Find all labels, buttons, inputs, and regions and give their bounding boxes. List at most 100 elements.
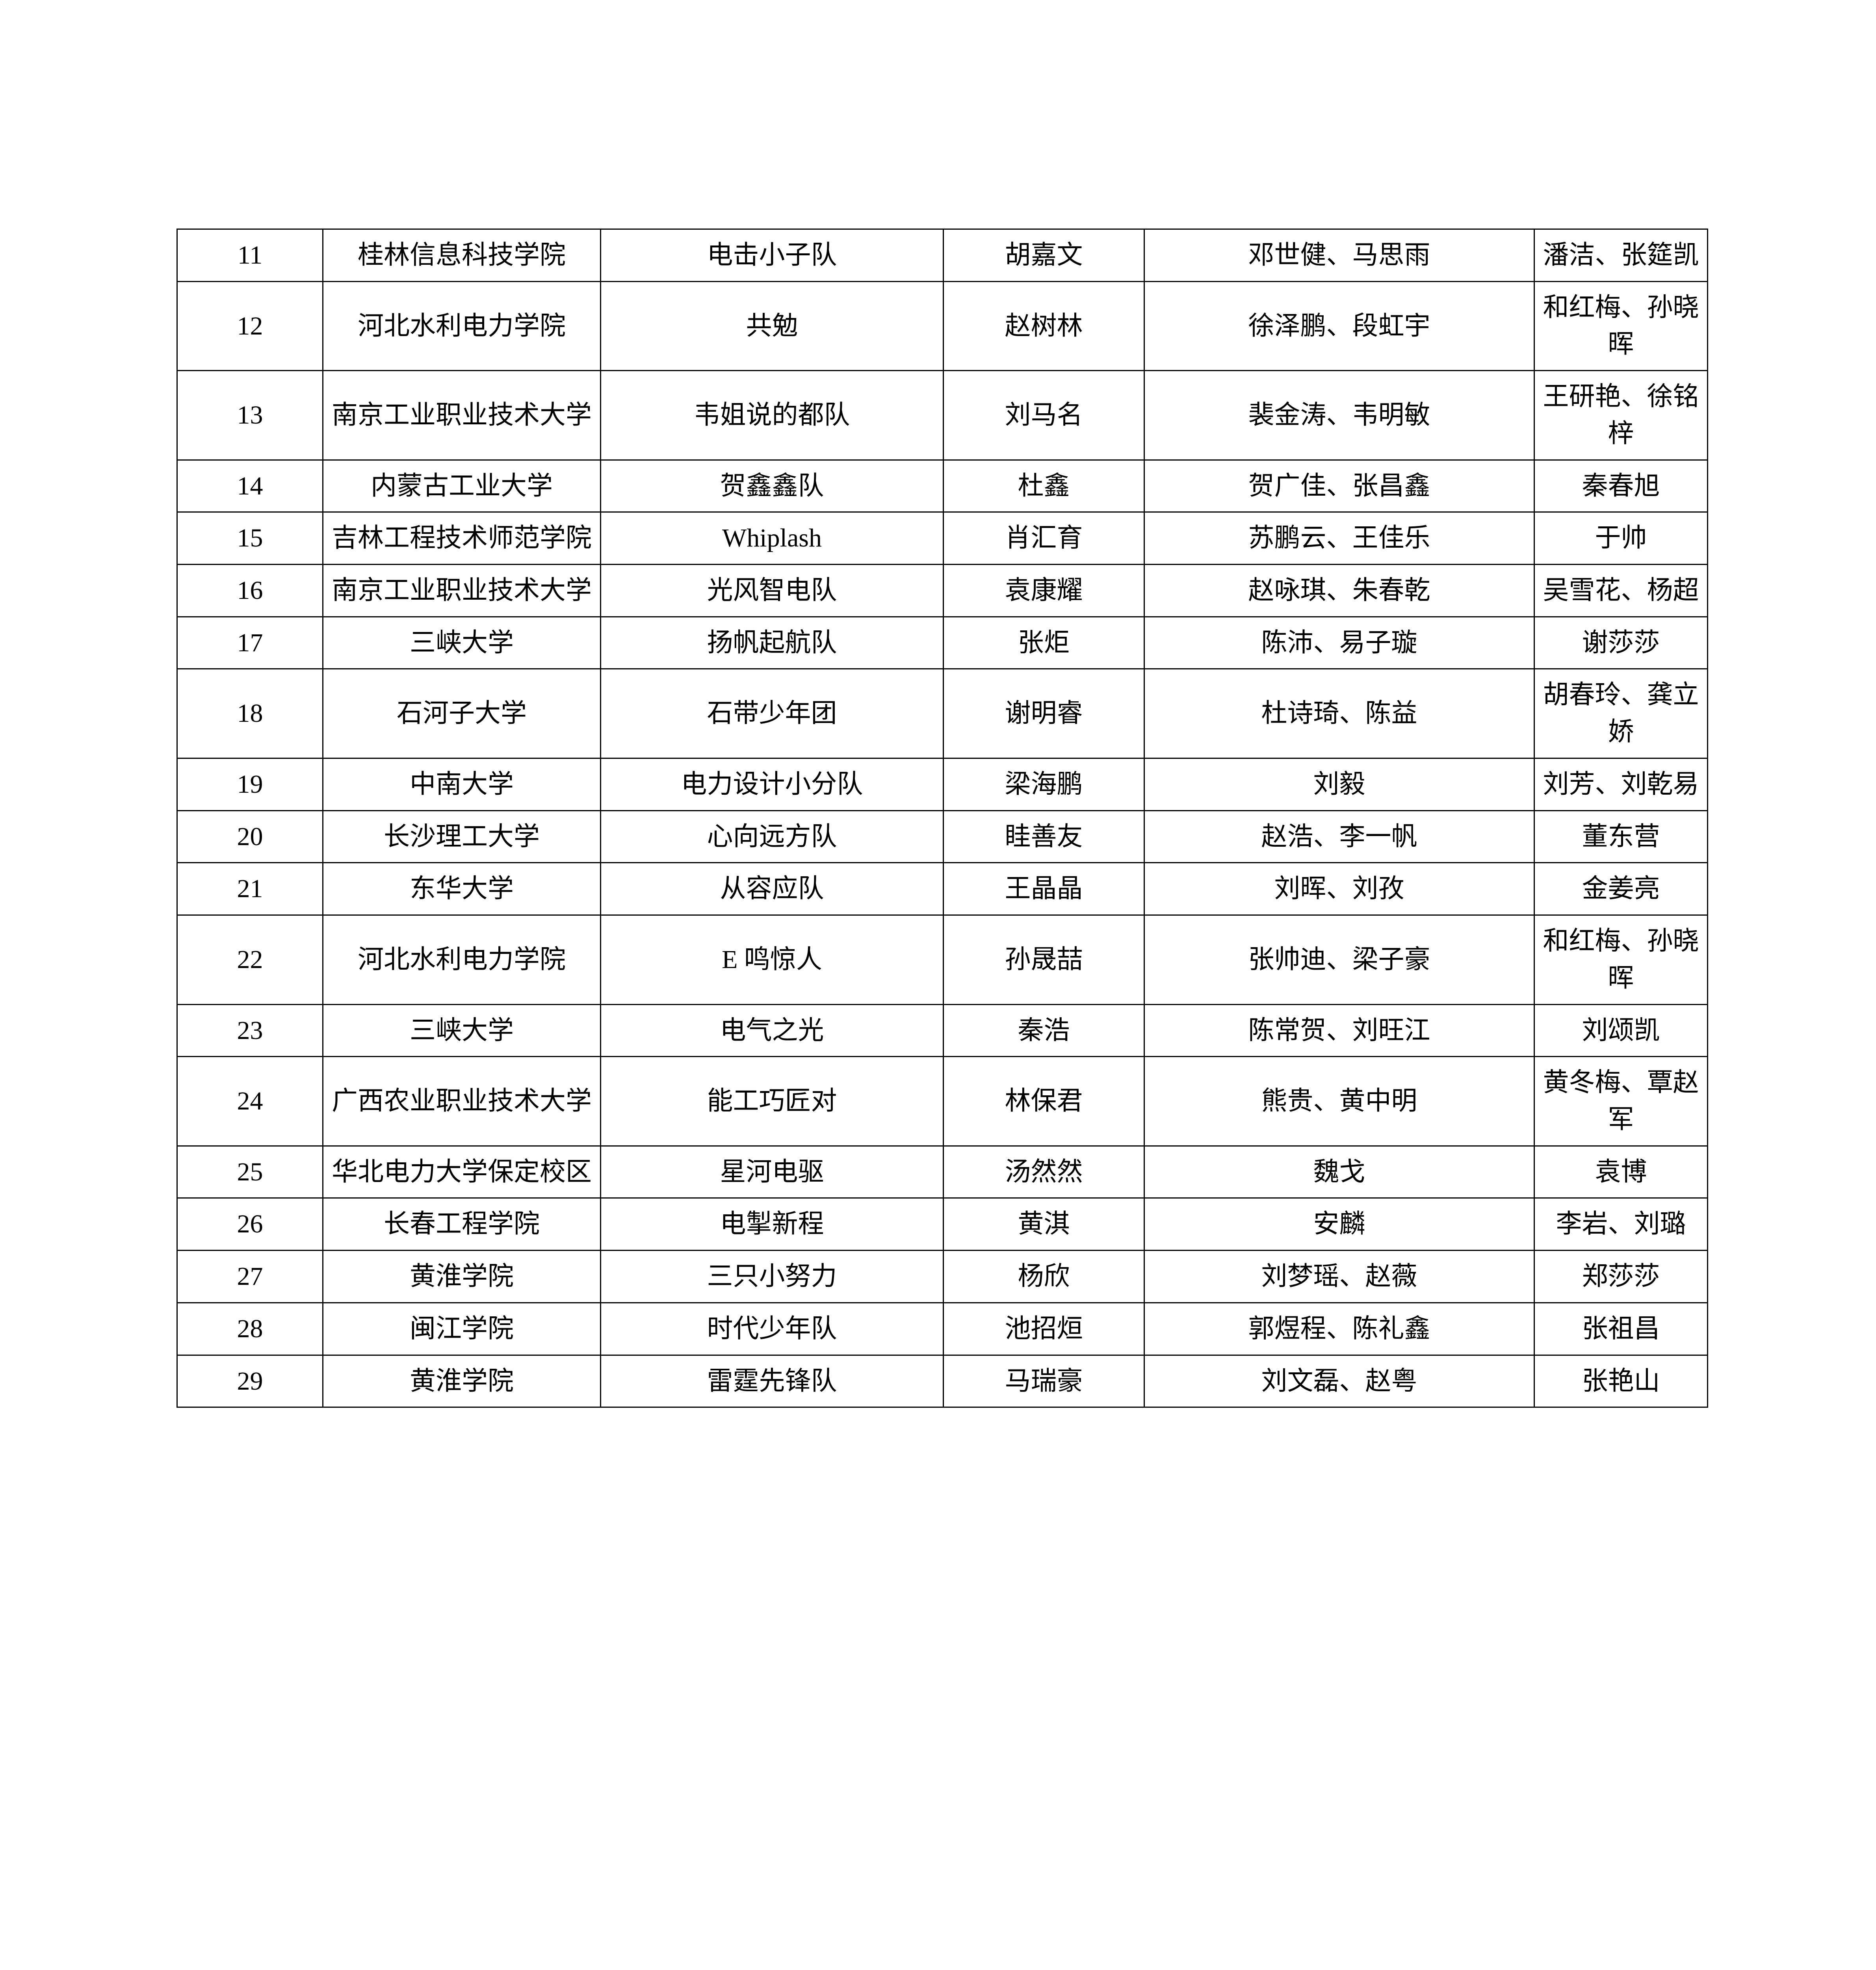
roster-table-container: 11 桂林信息科技学院 电击小子队 胡嘉文 邓世健、马思雨 潘洁、张筵凯 12 河北水利电力学… (176, 229, 1708, 1408)
row-members-cell: 郭煜程、陈礼鑫 (1144, 1302, 1535, 1356)
row-school-cell: 东华大学 (322, 862, 601, 916)
row-index-cell: 20 (176, 810, 323, 864)
row-team-cell: 电掣新程 (600, 1197, 944, 1251)
row-members-cell: 裴金涛、韦明敏 (1144, 370, 1535, 461)
row-advisor-cell: 和红梅、孙晓晖 (1534, 914, 1708, 1005)
row-members-cell: 陈沛、易子璇 (1144, 616, 1535, 670)
row-index-cell: 11 (176, 229, 323, 282)
row-members-cell: 刘文磊、赵粤 (1144, 1354, 1535, 1408)
row-team-cell: 能工巧匠对 (600, 1056, 944, 1147)
row-advisor-cell: 胡春玲、龚立娇 (1534, 668, 1708, 759)
row-team-cell: 石带少年团 (600, 668, 944, 759)
row-index-cell: 28 (176, 1302, 323, 1356)
row-leader-cell: 杨欣 (943, 1250, 1145, 1303)
row-leader-cell: 孙晟喆 (943, 914, 1145, 1005)
row-school-cell: 南京工业职业技术大学 (322, 370, 601, 461)
table-row: 27 黄淮学院 三只小努力 杨欣 刘梦瑶、赵薇 郑莎莎 (176, 1250, 1708, 1303)
table-row: 22 河北水利电力学院 E 鸣惊人 孙晟喆 张帅迪、梁子豪 和红梅、孙晓晖 (176, 914, 1708, 1005)
row-team-cell: 心向远方队 (600, 810, 944, 864)
row-team-cell: 从容应队 (600, 862, 944, 916)
table-row: 17 三峡大学 扬帆起航队 张炬 陈沛、易子璇 谢莎莎 (176, 616, 1708, 670)
table-row: 19 中南大学 电力设计小分队 梁海鹏 刘毅 刘芳、刘乾易 (176, 757, 1708, 811)
row-team-cell: 三只小努力 (600, 1250, 944, 1303)
row-advisor-cell: 王研艳、徐铭梓 (1534, 370, 1708, 461)
row-team-cell: 共勉 (600, 281, 944, 372)
roster-table-body: 11 桂林信息科技学院 电击小子队 胡嘉文 邓世健、马思雨 潘洁、张筵凯 12 河北水利电力学… (176, 229, 1708, 1408)
row-team-cell: 光风智电队 (600, 564, 944, 617)
row-team-cell: 电力设计小分队 (600, 757, 944, 811)
row-leader-cell: 赵树林 (943, 281, 1145, 372)
row-team-cell: 星河电驱 (600, 1145, 944, 1199)
row-members-cell: 徐泽鹏、段虹宇 (1144, 281, 1535, 372)
row-school-cell: 南京工业职业技术大学 (322, 564, 601, 617)
row-index-cell: 13 (176, 370, 323, 461)
row-advisor-cell: 吴雪花、杨超 (1534, 564, 1708, 617)
row-index-cell: 15 (176, 511, 323, 565)
row-index-cell: 16 (176, 564, 323, 617)
row-members-cell: 刘晖、刘孜 (1144, 862, 1535, 916)
row-leader-cell: 刘马名 (943, 370, 1145, 461)
row-school-cell: 河北水利电力学院 (322, 281, 601, 372)
table-row: 13 南京工业职业技术大学 韦姐说的都队 刘马名 裴金涛、韦明敏 王研艳、徐铭梓 (176, 370, 1708, 461)
row-school-cell: 闽江学院 (322, 1302, 601, 1356)
row-index-cell: 17 (176, 616, 323, 670)
row-advisor-cell: 袁博 (1534, 1145, 1708, 1199)
row-index-cell: 26 (176, 1197, 323, 1251)
row-leader-cell: 林保君 (943, 1056, 1145, 1147)
row-team-cell: 贺鑫鑫队 (600, 459, 944, 513)
row-leader-cell: 张炬 (943, 616, 1145, 670)
row-index-cell: 21 (176, 862, 323, 916)
row-school-cell: 桂林信息科技学院 (322, 229, 601, 282)
table-row: 18 石河子大学 石带少年团 谢明睿 杜诗琦、陈益 胡春玲、龚立娇 (176, 668, 1708, 759)
row-members-cell: 陈常贺、刘旺江 (1144, 1004, 1535, 1057)
row-members-cell: 苏鹏云、王佳乐 (1144, 511, 1535, 565)
table-row: 21 东华大学 从容应队 王晶晶 刘晖、刘孜 金姜亮 (176, 862, 1708, 916)
row-team-cell: 雷霆先锋队 (600, 1354, 944, 1408)
row-leader-cell: 秦浩 (943, 1004, 1145, 1057)
row-index-cell: 18 (176, 668, 323, 759)
table-row: 28 闽江学院 时代少年队 池招烜 郭煜程、陈礼鑫 张祖昌 (176, 1302, 1708, 1356)
row-advisor-cell: 张艳山 (1534, 1354, 1708, 1408)
row-school-cell: 中南大学 (322, 757, 601, 811)
row-school-cell: 内蒙古工业大学 (322, 459, 601, 513)
table-row: 23 三峡大学 电气之光 秦浩 陈常贺、刘旺江 刘颂凯 (176, 1004, 1708, 1057)
row-leader-cell: 汤然然 (943, 1145, 1145, 1199)
row-members-cell: 赵咏琪、朱春乾 (1144, 564, 1535, 617)
row-advisor-cell: 于帅 (1534, 511, 1708, 565)
row-index-cell: 14 (176, 459, 323, 513)
row-school-cell: 广西农业职业技术大学 (322, 1056, 601, 1147)
row-school-cell: 黄淮学院 (322, 1354, 601, 1408)
row-leader-cell: 谢明睿 (943, 668, 1145, 759)
row-index-cell: 22 (176, 914, 323, 1005)
row-school-cell: 吉林工程技术师范学院 (322, 511, 601, 565)
table-row: 16 南京工业职业技术大学 光风智电队 袁康耀 赵咏琪、朱春乾 吴雪花、杨超 (176, 564, 1708, 617)
row-members-cell: 邓世健、马思雨 (1144, 229, 1535, 282)
row-school-cell: 长沙理工大学 (322, 810, 601, 864)
row-advisor-cell: 张祖昌 (1534, 1302, 1708, 1356)
row-school-cell: 长春工程学院 (322, 1197, 601, 1251)
row-team-cell: 扬帆起航队 (600, 616, 944, 670)
row-index-cell: 23 (176, 1004, 323, 1057)
row-school-cell: 石河子大学 (322, 668, 601, 759)
row-index-cell: 25 (176, 1145, 323, 1199)
row-team-cell: 电气之光 (600, 1004, 944, 1057)
row-leader-cell: 胡嘉文 (943, 229, 1145, 282)
row-leader-cell: 黄淇 (943, 1197, 1145, 1251)
row-leader-cell: 肖汇育 (943, 511, 1145, 565)
row-index-cell: 24 (176, 1056, 323, 1147)
row-advisor-cell: 刘颂凯 (1534, 1004, 1708, 1057)
row-leader-cell: 梁海鹏 (943, 757, 1145, 811)
table-row: 11 桂林信息科技学院 电击小子队 胡嘉文 邓世健、马思雨 潘洁、张筵凯 (176, 229, 1708, 282)
row-school-cell: 三峡大学 (322, 616, 601, 670)
row-index-cell: 12 (176, 281, 323, 372)
row-advisor-cell: 秦春旭 (1534, 459, 1708, 513)
row-advisor-cell: 刘芳、刘乾易 (1534, 757, 1708, 811)
table-row: 20 长沙理工大学 心向远方队 眭善友 赵浩、李一帆 董东营 (176, 810, 1708, 864)
row-index-cell: 27 (176, 1250, 323, 1303)
row-advisor-cell: 李岩、刘璐 (1534, 1197, 1708, 1251)
row-members-cell: 赵浩、李一帆 (1144, 810, 1535, 864)
table-row: 25 华北电力大学保定校区 星河电驱 汤然然 魏戈 袁博 (176, 1145, 1708, 1199)
row-members-cell: 安麟 (1144, 1197, 1535, 1251)
table-row: 24 广西农业职业技术大学 能工巧匠对 林保君 熊贵、黄中明 黄冬梅、覃赵军 (176, 1056, 1708, 1147)
